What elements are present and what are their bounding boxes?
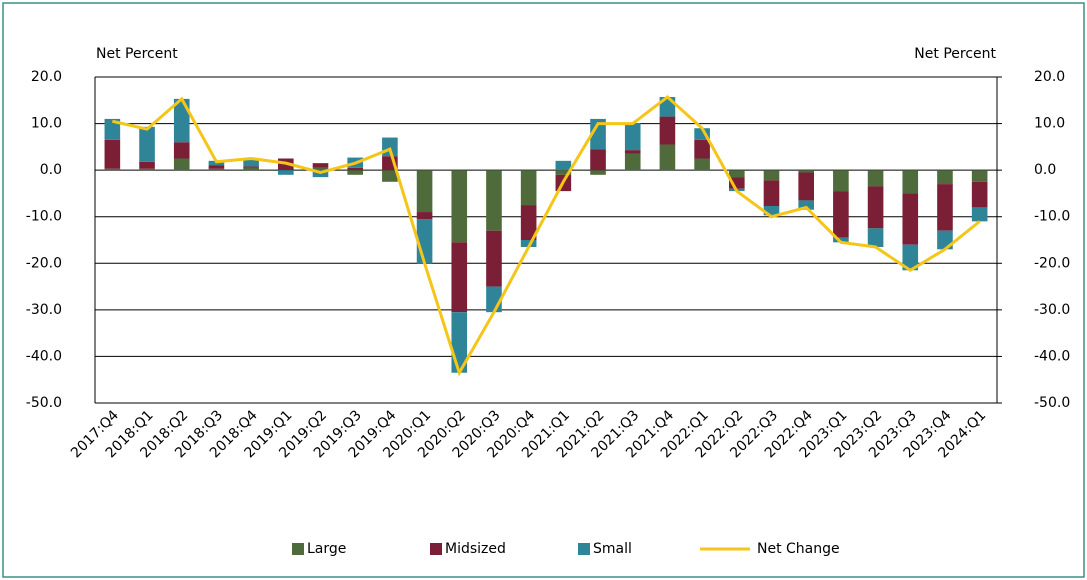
y-tick-label: 10.0 [31, 116, 62, 132]
bar-segment [208, 168, 225, 171]
bar-segment [971, 207, 988, 222]
y-tick-label: -40.0 [26, 348, 62, 364]
bar-segment [694, 158, 710, 171]
y-tick-label: -20.0 [26, 255, 62, 271]
bar-segment [416, 170, 433, 213]
bar-segment [173, 158, 190, 171]
bar-segment [902, 193, 919, 245]
bar-segment [902, 244, 919, 271]
bar-segment [590, 170, 606, 175]
bar-segment [937, 170, 953, 185]
bar-segment [763, 206, 780, 216]
bar-segment [312, 167, 329, 171]
y-tick-label: 0.0 [40, 162, 62, 178]
bar-segment [590, 118, 606, 150]
bar-segment [624, 150, 641, 154]
y-tick-label: -50.0 [26, 395, 62, 411]
bar-segment [902, 170, 919, 194]
bar-segment [624, 123, 641, 151]
bar-segment [243, 167, 259, 171]
bar-segment [624, 153, 641, 171]
legend-label: Small [593, 541, 632, 557]
y-tick-label: 20.0 [31, 69, 62, 85]
bar-segment [867, 170, 884, 187]
bar-segment [104, 168, 121, 171]
bar-segment [139, 126, 155, 162]
bar-segment [347, 170, 363, 175]
bar-segment [867, 228, 884, 247]
bar-segment [937, 184, 953, 231]
bar-segment [173, 98, 190, 143]
bar-segment [104, 139, 121, 169]
y-tick-label: -30.0 [26, 302, 62, 318]
legend-swatch [292, 543, 304, 555]
bar-segment [382, 170, 398, 182]
bar-segment [451, 242, 468, 313]
bar-segment [555, 170, 572, 175]
bar-segment [416, 212, 433, 220]
bar-segment [104, 118, 121, 140]
bar-segment [173, 142, 190, 159]
bar-segment [729, 177, 745, 189]
bar-segment [590, 149, 606, 171]
bar-segment [243, 166, 259, 168]
bar-segment [798, 172, 814, 201]
bar-segment [833, 237, 849, 243]
bar-segment [659, 144, 676, 171]
bar-segment [867, 186, 884, 229]
bar-segment [729, 170, 745, 178]
bar-segment [278, 170, 294, 175]
legend-swatch [578, 543, 590, 555]
y2-tick-label: -10.0 [1034, 209, 1070, 225]
y-tick-label: -10.0 [26, 209, 62, 225]
y2-tick-label: -20.0 [1034, 255, 1070, 271]
bar-segment [555, 160, 572, 171]
legend-label: Large [307, 541, 346, 557]
bar-segment [520, 205, 537, 240]
bar-segment [798, 200, 814, 210]
y2-tick-label: -30.0 [1034, 302, 1070, 318]
bar-segment [971, 170, 988, 182]
y2-axis-label: Net Percent [914, 46, 996, 62]
bar-segment [139, 168, 155, 171]
bar-segment [486, 170, 502, 231]
net-line [112, 95, 981, 377]
bar-segment [798, 170, 814, 173]
legend-label: Net Change [757, 541, 840, 557]
bar-segment [694, 128, 710, 140]
bar-segment [694, 139, 710, 159]
y-axis-label: Net Percent [96, 46, 178, 62]
legend-swatch [430, 543, 442, 555]
bar-segment [486, 230, 502, 287]
y2-tick-label: 10.0 [1034, 116, 1065, 132]
y2-tick-label: 0.0 [1034, 162, 1056, 178]
y2-tick-label: 20.0 [1034, 69, 1065, 85]
bar-segment [520, 240, 537, 247]
bar-segment [763, 180, 780, 207]
bar-segment [243, 159, 259, 167]
bar-segment [971, 181, 988, 208]
bar-segment [451, 170, 468, 243]
bar-segment [312, 163, 329, 168]
legend-label: Midsized [445, 541, 506, 557]
bar-segment [347, 167, 363, 171]
bar-segment [763, 170, 780, 181]
bar-segment [520, 170, 537, 206]
bar-segment [833, 170, 849, 192]
bar-segment [833, 191, 849, 238]
bar-segment [659, 116, 676, 145]
y2-tick-label: -40.0 [1034, 348, 1070, 364]
bar-segment [139, 161, 155, 169]
bar-segment [208, 165, 225, 169]
y2-tick-label: -50.0 [1034, 395, 1070, 411]
